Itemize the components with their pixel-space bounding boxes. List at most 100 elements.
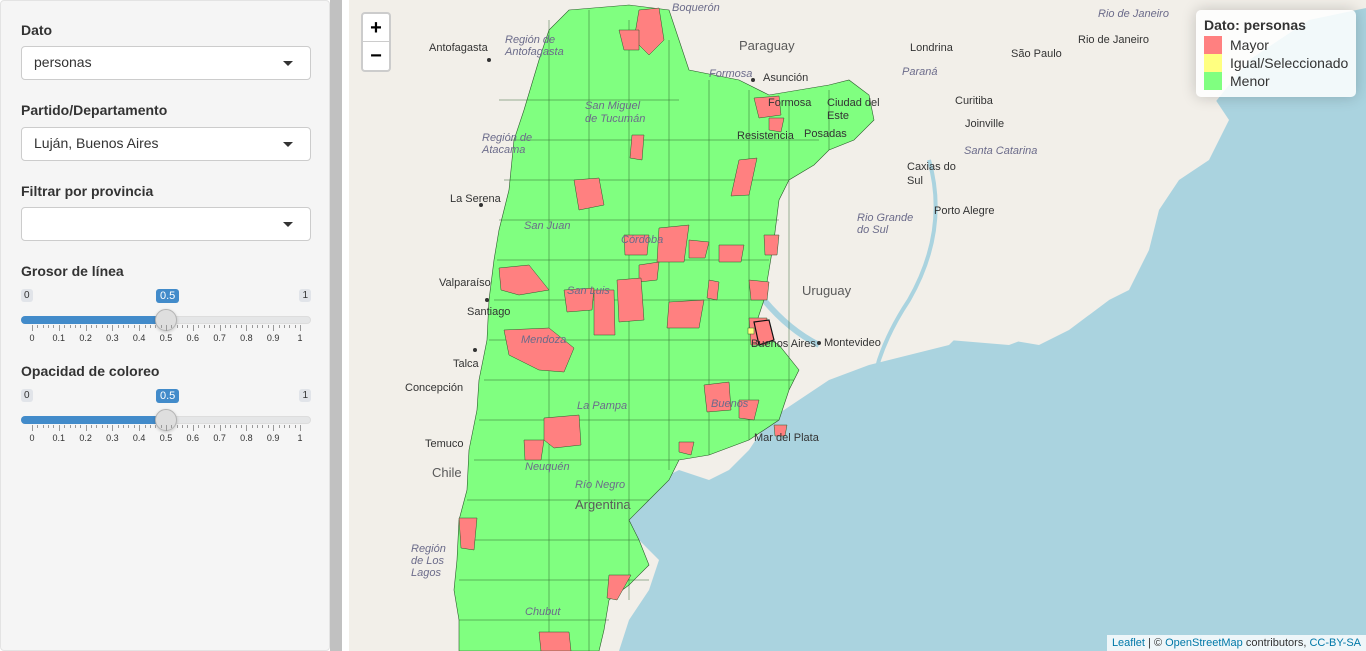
- slider-minor-tick: [198, 325, 200, 328]
- grosor-slider[interactable]: 0 1 0.5 0 0.1 0.2 0.3 0.4 0.5 0.6 0.7 0.8 0.9 1: [21, 289, 311, 349]
- map-tiles: [349, 0, 1366, 651]
- zoom-in-button[interactable]: +: [363, 14, 389, 42]
- slider-minor-tick: [74, 325, 76, 328]
- slider-minor-tick: [251, 425, 253, 428]
- slider-tick: [192, 325, 194, 331]
- map-label: Temuco: [425, 438, 464, 450]
- slider-minor-tick: [267, 425, 269, 428]
- map-label: Concepción: [405, 382, 464, 394]
- legend-item: Menor: [1204, 72, 1348, 90]
- map-label: Caxias do Sul: [907, 161, 956, 187]
- slider-minor-tick: [69, 425, 71, 428]
- slider-tick-label: 0.6: [186, 433, 200, 443]
- map-label: San Juan: [524, 220, 571, 232]
- slider-minor-tick: [149, 325, 151, 328]
- map-label: Rio de Janeiro: [1098, 8, 1169, 20]
- opacidad-slider[interactable]: 0 1 0.5 0 0.1 0.2 0.3 0.4 0.5 0.6 0.7 0.8 0.9 1: [21, 389, 311, 449]
- slider-minor-tick: [101, 325, 103, 328]
- slider-minor-tick: [133, 425, 135, 428]
- slider-minor-tick: [64, 425, 66, 428]
- legend-item: Igual/Seleccionado: [1204, 54, 1348, 72]
- provincia-label: Filtrar por provincia: [21, 183, 154, 199]
- legend-swatch: [1204, 36, 1222, 54]
- slider-tick: [32, 425, 33, 431]
- legend-label: Menor: [1230, 73, 1270, 89]
- slider-minor-tick: [155, 325, 157, 328]
- slider-tick: [273, 325, 275, 331]
- slider-minor-tick: [96, 425, 98, 428]
- slider-tick-label: 0.4: [132, 433, 146, 443]
- dato-select[interactable]: personas: [21, 46, 311, 80]
- slider-minor-tick: [214, 325, 216, 328]
- osm-link[interactable]: OpenStreetMap: [1165, 637, 1243, 649]
- provincia-select[interactable]: [21, 207, 311, 241]
- map-label: Londrina: [910, 42, 953, 54]
- map-label: Valparaíso: [439, 277, 491, 289]
- slider-ticks: 0 0.1 0.2 0.3 0.4 0.5 0.6 0.7 0.8 0.9 1: [21, 325, 311, 343]
- slider-tick: [219, 325, 221, 331]
- slider-tick-label: 0.5: [159, 333, 173, 343]
- slider-minor-tick: [53, 425, 55, 428]
- slider-min-label: 0: [21, 289, 33, 302]
- slider-value-label: 0.5: [156, 289, 180, 303]
- map-label: Neuquén: [525, 461, 570, 473]
- city-dots: [473, 58, 821, 352]
- slider-minor-tick: [257, 325, 259, 328]
- slider-minor-tick: [230, 325, 232, 328]
- slider-minor-tick: [117, 325, 119, 328]
- slider-tick: [58, 325, 60, 331]
- slider-max-label: 1: [299, 389, 311, 402]
- slider-minor-tick: [182, 325, 184, 328]
- leaflet-link[interactable]: Leaflet: [1111, 637, 1145, 649]
- sidebar-panel: Dato personas Partido/Departamento Luján…: [0, 0, 330, 651]
- slider-minor-tick: [182, 425, 184, 428]
- slider-tick-label: 0.2: [79, 333, 92, 343]
- slider-tick: [300, 325, 301, 331]
- mayor-regions: [458, 7, 788, 651]
- map-label: Buenos Aires: [751, 338, 816, 350]
- slider-tick-label: 0.7: [213, 333, 226, 343]
- slider-minor-tick: [144, 325, 146, 328]
- map-label: Santa Catarina: [964, 145, 1038, 157]
- argentina-base[interactable]: [453, 4, 875, 651]
- map[interactable]: Boquerón Paraguay Londrina São Paulo Rio…: [349, 0, 1366, 651]
- slider-tick: [139, 325, 141, 331]
- slider-tick-label: 0: [29, 333, 35, 343]
- slider-minor-tick: [123, 425, 125, 428]
- sidebar-scrollbar[interactable]: [330, 0, 342, 651]
- slider-tick-label: 0.8: [240, 433, 253, 443]
- slider-minor-tick: [48, 325, 50, 328]
- slider-minor-tick: [69, 325, 71, 328]
- slider-minor-tick: [117, 425, 119, 428]
- zoom-out-button[interactable]: −: [370, 45, 382, 67]
- slider-tick-label: 0.4: [132, 333, 146, 343]
- slider-minor-tick: [160, 325, 162, 328]
- slider-tick-label: 0.3: [106, 433, 119, 443]
- slider-minor-tick: [289, 425, 291, 428]
- slider-tick-label: 0.7: [213, 433, 226, 443]
- partido-label: Partido/Departamento: [21, 102, 168, 118]
- chevron-down-icon: [283, 61, 293, 66]
- slider-tick-label: 0.1: [52, 333, 66, 343]
- map-label: La Serena: [450, 193, 501, 205]
- map-label: Paraguay: [739, 38, 795, 53]
- partido-select[interactable]: Luján, Buenos Aires: [21, 127, 311, 161]
- slider-min-label: 0: [21, 389, 33, 402]
- slider-tick-label: 0.9: [266, 433, 280, 443]
- slider-minor-tick: [187, 325, 189, 328]
- license-link[interactable]: CC-BY-SA: [1309, 637, 1361, 649]
- map-label: Ciudad del Este: [827, 97, 880, 122]
- dato-select-value: personas: [34, 54, 92, 70]
- grosor-label: Grosor de línea: [21, 263, 124, 279]
- map-label: Formosa: [768, 97, 812, 109]
- slider-minor-tick: [64, 325, 66, 328]
- slider-fill: [21, 316, 166, 324]
- sidebar: Dato personas Partido/Departamento Luján…: [0, 0, 342, 651]
- slider-minor-tick: [257, 425, 259, 428]
- slider-minor-tick: [96, 325, 98, 328]
- slider-max-label: 1: [299, 289, 311, 302]
- slider-minor-tick: [283, 425, 285, 428]
- slider-minor-tick: [171, 425, 173, 428]
- slider-minor-tick: [133, 325, 135, 328]
- gba-region: [753, 319, 775, 346]
